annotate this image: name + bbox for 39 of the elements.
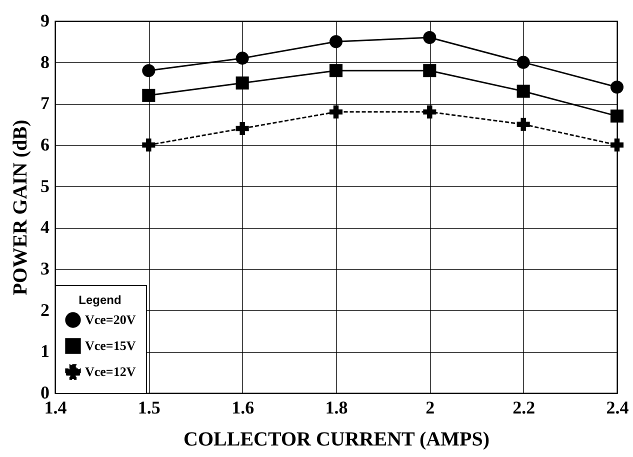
point xyxy=(516,118,530,131)
point xyxy=(610,138,624,152)
legend-label: Vce=20V xyxy=(85,312,136,327)
x-axis-title: COLLECTOR CURRENT (AMPS) xyxy=(184,428,490,450)
legend-title: Legend xyxy=(78,293,122,307)
legend-label: Vce=12V xyxy=(85,364,136,379)
point xyxy=(516,84,530,98)
y-axis-title: POWER GAIN (dB) xyxy=(10,120,32,296)
point xyxy=(423,31,436,44)
y-tick-label: 1 xyxy=(40,341,50,362)
point xyxy=(423,105,436,118)
y-tick-label: 4 xyxy=(40,217,50,238)
point xyxy=(236,52,249,65)
point xyxy=(236,122,249,135)
point xyxy=(329,64,343,78)
legend-label: Vce=15V xyxy=(85,338,136,353)
point xyxy=(142,88,156,102)
y-tick-label: 2 xyxy=(40,300,50,320)
y-tick-label: 9 xyxy=(40,10,50,30)
y-tick-label: 7 xyxy=(40,93,50,114)
point xyxy=(610,80,624,94)
point xyxy=(142,138,156,152)
point xyxy=(236,76,249,90)
y-tick-label: 3 xyxy=(40,258,50,278)
point xyxy=(516,56,530,69)
point xyxy=(610,110,624,123)
x-tick-label: 1.5 xyxy=(138,398,160,418)
x-tick-label: 1.8 xyxy=(325,398,348,418)
y-tick-label: 5 xyxy=(40,176,50,196)
point xyxy=(329,35,343,48)
y-tick-label: 8 xyxy=(40,52,50,72)
point xyxy=(423,64,436,78)
x-tick-label: 1.6 xyxy=(232,398,254,418)
x-tick-label: 2.2 xyxy=(512,398,536,418)
x-tick-label: 2.4 xyxy=(606,398,629,418)
y-tick-label: 6 xyxy=(40,134,50,154)
point xyxy=(329,105,343,118)
point xyxy=(142,64,156,78)
x-tick-label: 2 xyxy=(426,398,435,418)
